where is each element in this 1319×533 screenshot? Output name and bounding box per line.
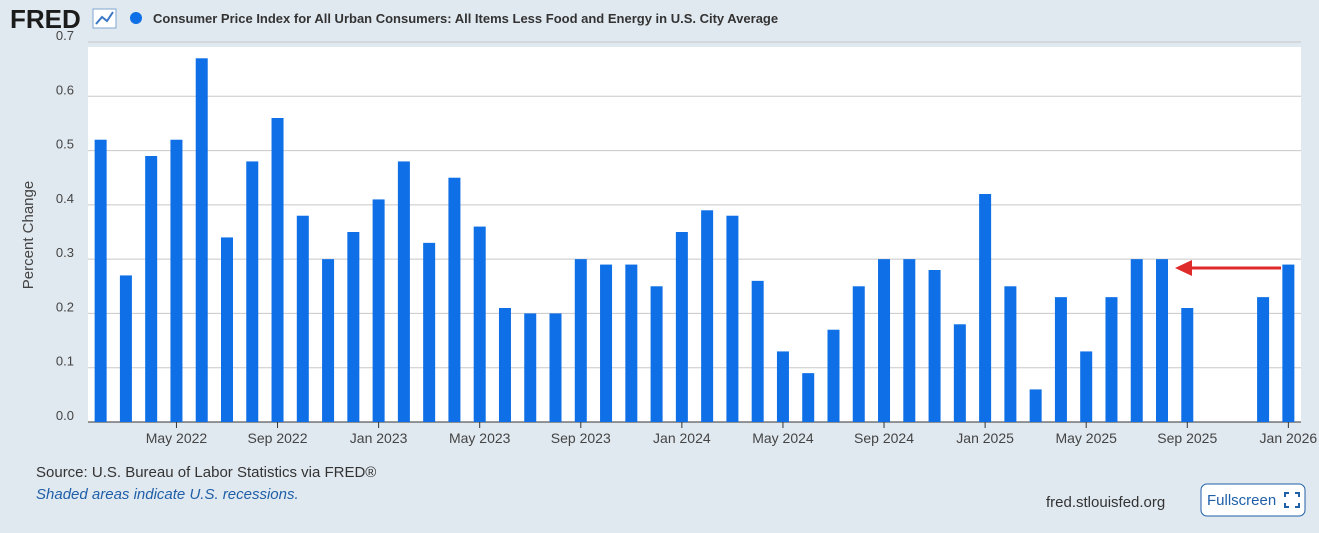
y-tick-label: 0.7 <box>56 28 74 43</box>
x-tick-label: May 2024 <box>752 430 814 446</box>
bar <box>145 156 158 422</box>
x-tick-label: Sep 2023 <box>551 430 611 446</box>
bar <box>1181 308 1194 422</box>
y-tick-label: 0.5 <box>56 137 74 152</box>
y-tick-label: 0.3 <box>56 245 74 260</box>
annotation-arrow <box>1175 260 1281 276</box>
y-axis-title: Percent Change <box>20 181 37 289</box>
x-tick-label: May 2023 <box>449 430 511 446</box>
bar <box>1105 297 1118 422</box>
bar <box>726 215 739 422</box>
site-url[interactable]: fred.stlouisfed.org <box>1046 494 1165 511</box>
bar <box>953 324 966 422</box>
bar <box>170 139 183 422</box>
x-tick-label: Jan 2023 <box>350 430 408 446</box>
bar <box>1282 264 1295 422</box>
plot-area <box>88 47 1301 422</box>
x-tick-label: May 2025 <box>1055 430 1117 446</box>
bar <box>195 58 208 423</box>
bar <box>1080 351 1093 422</box>
bar <box>979 194 992 422</box>
bar <box>322 259 335 422</box>
y-tick-label: 0.0 <box>56 408 74 423</box>
logo: FRED <box>10 4 81 34</box>
bar <box>1130 259 1143 422</box>
bar <box>549 313 562 422</box>
legend-swatch <box>130 12 142 24</box>
source: Source: U.S. Bureau of Labor Statistics … <box>36 464 376 481</box>
y-tick-label: 0.6 <box>56 82 74 97</box>
bar <box>751 280 764 422</box>
bar <box>852 286 865 422</box>
logo-icon <box>92 8 117 29</box>
x-tick-label: May 2022 <box>146 430 208 446</box>
bar <box>271 118 284 422</box>
y-tick-label: 0.1 <box>56 354 74 369</box>
bar <box>827 329 840 422</box>
bar <box>397 161 410 422</box>
bar <box>372 199 385 422</box>
bar <box>928 270 941 422</box>
recession-note[interactable]: Shaded areas indicate U.S. recessions. <box>36 486 299 503</box>
x-tick-label: Jan 2024 <box>653 430 711 446</box>
bar <box>878 259 891 422</box>
y-tick-label: 0.4 <box>56 191 74 206</box>
bar <box>574 259 587 422</box>
bar <box>903 259 916 422</box>
bar <box>423 242 436 422</box>
bar <box>498 308 511 422</box>
bar <box>1004 286 1017 422</box>
x-tick-label: Sep 2022 <box>248 430 308 446</box>
y-tick-label: 0.2 <box>56 299 74 314</box>
bar <box>246 161 259 422</box>
bar <box>650 286 663 422</box>
bar <box>625 264 638 422</box>
fullscreen-button[interactable] <box>1200 483 1306 517</box>
x-tick-label: Sep 2024 <box>854 430 914 446</box>
bar <box>600 264 613 422</box>
bar <box>675 232 688 422</box>
bar <box>524 313 537 422</box>
fullscreen-icon <box>1284 492 1300 508</box>
bar <box>119 275 132 422</box>
x-tick-label: Jan 2025 <box>956 430 1014 446</box>
x-tick-label: Sep 2025 <box>1157 430 1217 446</box>
legend-label: Consumer Price Index for All Urban Consu… <box>153 11 778 26</box>
x-tick-label: Jan 2026 <box>1260 430 1318 446</box>
bar <box>701 210 714 422</box>
bar <box>802 373 815 422</box>
bar <box>448 177 461 422</box>
bar <box>1054 297 1067 422</box>
bar <box>220 237 233 422</box>
bar <box>776 351 789 422</box>
bar <box>94 139 107 422</box>
bar <box>1257 297 1270 422</box>
bar <box>1156 259 1169 422</box>
bar <box>473 226 486 422</box>
bar <box>1029 389 1042 422</box>
fullscreen-label[interactable]: Fullscreen <box>1207 492 1276 509</box>
bar <box>347 232 360 422</box>
bar <box>296 215 309 422</box>
